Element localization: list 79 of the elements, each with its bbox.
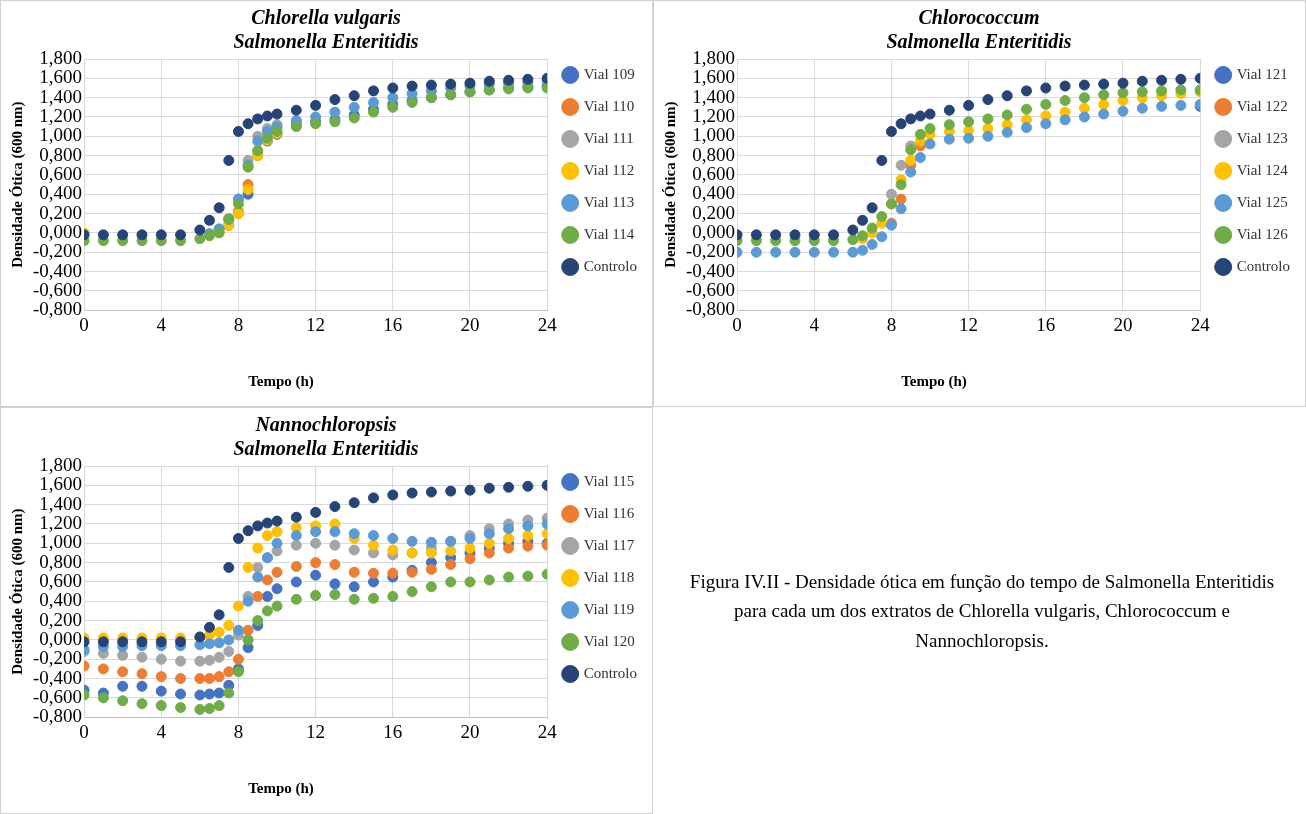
legend-label: Vial 117 — [583, 536, 635, 553]
y-tick-label: -0,200 — [33, 647, 83, 669]
legend-label: Controlo — [583, 664, 638, 681]
legend-label: Vial 122 — [1236, 97, 1288, 114]
legend-label: Vial 120 — [583, 632, 635, 649]
x-tick-label: 16 — [1036, 313, 1056, 335]
y-tick-label: 0,200 — [39, 608, 83, 630]
y-tick-label: 1,600 — [39, 473, 83, 495]
y-tick-label: 0,200 — [39, 201, 83, 223]
x-tick-label: 12 — [306, 720, 326, 742]
legend-label: Vial 115 — [583, 472, 635, 489]
y-axis-title: Densidade Ótica (600 nm) — [8, 508, 26, 675]
x-tick-label: 24 — [537, 313, 558, 335]
x-tick-label: 4 — [156, 313, 167, 335]
y-tick-label: 1,400 — [39, 492, 83, 514]
x-tick-label: 0 — [732, 313, 742, 335]
y-tick-label: 1,000 — [39, 531, 83, 553]
legend-label: Controlo — [583, 257, 638, 274]
y-tick-label: 1,000 — [39, 124, 83, 146]
y-tick-label: 1,000 — [692, 124, 736, 146]
y-tick-label: 1,600 — [39, 66, 83, 88]
y-tick-label: 0,800 — [692, 143, 736, 165]
x-axis-title: Tempo (h) — [900, 373, 968, 390]
y-tick-label: 0,800 — [39, 550, 83, 572]
x-tick-label: 0 — [79, 720, 89, 742]
legend-label: Vial 111 — [583, 129, 634, 146]
y-tick-label: -0,400 — [686, 259, 736, 281]
x-tick-label: 20 — [1113, 313, 1133, 335]
legend-label: Vial 121 — [1236, 65, 1288, 82]
y-tick-label: 0,400 — [39, 589, 83, 611]
y-tick-label: 0,200 — [692, 201, 736, 223]
legend-label: Vial 110 — [583, 97, 635, 114]
legend-label: Vial 109 — [583, 65, 635, 82]
x-tick-label: 16 — [383, 313, 403, 335]
y-tick-label: -0,400 — [33, 666, 83, 688]
x-tick-label: 12 — [959, 313, 979, 335]
y-axis-title: Densidade Ótica (600 nm) — [661, 101, 679, 268]
x-axis-title: Tempo (h) — [247, 373, 315, 390]
legend-label: Vial 114 — [583, 225, 635, 242]
chart-title: Nannochloropsis Salmonella Enteritidis — [233, 413, 419, 460]
x-tick-label: 16 — [383, 720, 403, 742]
x-tick-label: 8 — [886, 313, 897, 335]
y-tick-label: -0,400 — [33, 259, 83, 281]
y-tick-label: 1,800 — [39, 453, 83, 475]
legend-label: Vial 119 — [583, 600, 635, 617]
x-tick-label: 24 — [537, 720, 558, 742]
legend-label: Vial 124 — [1236, 161, 1289, 178]
x-tick-label: 24 — [1190, 313, 1211, 335]
y-tick-label: 1,400 — [39, 85, 83, 107]
x-tick-label: 20 — [460, 720, 480, 742]
x-tick-label: 8 — [233, 720, 244, 742]
legend-label: Controlo — [1236, 257, 1291, 274]
y-axis-title: Densidade Ótica (600 nm) — [8, 101, 26, 268]
text: Figura IV.II - Densidade ótica em função do tempo de Salmonella Enteritidis para cada um dos extratos de Chlorella vulgaris, Chlorococcum e Nannochloropsis. — [688, 570, 1276, 653]
legend-label: Vial 126 — [1236, 225, 1289, 242]
x-tick-label: 8 — [233, 313, 244, 335]
y-tick-label: 0,400 — [692, 182, 736, 204]
y-tick-label: 1,600 — [692, 66, 736, 88]
y-tick-label: 1,800 — [692, 46, 736, 68]
x-tick-label: 4 — [156, 720, 167, 742]
chart-title: Chlorococcum Salmonella Enteritidis — [886, 6, 1072, 53]
y-tick-label: -0,200 — [33, 240, 83, 262]
legend-label: Vial 112 — [583, 161, 635, 178]
x-axis-title: Tempo (h) — [247, 780, 315, 797]
legend-label: Vial 125 — [1236, 193, 1288, 210]
x-tick-label: 4 — [809, 313, 820, 335]
y-tick-label: 0,800 — [39, 143, 83, 165]
chart-title: Chlorella vulgaris Salmonella Enteritidis — [233, 6, 419, 53]
y-tick-label: 1,800 — [39, 46, 83, 68]
x-tick-label: 12 — [306, 313, 326, 335]
y-tick-label: 0,400 — [39, 182, 83, 204]
y-tick-label: 1,400 — [692, 85, 736, 107]
legend-label: Vial 123 — [1236, 129, 1288, 146]
legend-label: Vial 118 — [583, 568, 635, 585]
x-tick-label: 0 — [79, 313, 89, 335]
legend-label: Vial 116 — [583, 504, 635, 521]
y-tick-label: -0,200 — [686, 240, 736, 262]
legend-label: Vial 113 — [583, 193, 635, 210]
x-tick-label: 20 — [460, 313, 480, 335]
